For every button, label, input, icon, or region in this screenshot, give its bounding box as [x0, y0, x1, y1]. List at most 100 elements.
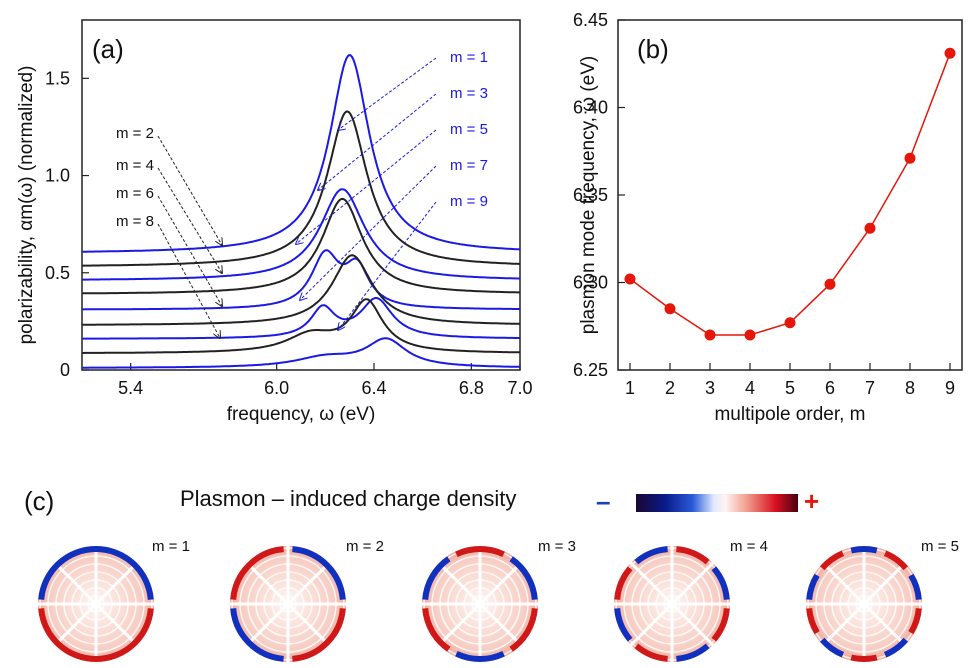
edge-lobe — [634, 643, 668, 662]
panel-label-c: (c) — [24, 486, 55, 516]
curve-m7 — [82, 297, 520, 340]
y-tick-label-b: 6.40 — [573, 98, 608, 118]
plot-frame-a — [81, 19, 521, 371]
edge-lobe — [711, 608, 730, 642]
x-tick-label-a: 6.0 — [264, 378, 289, 398]
data-point-m5 — [784, 317, 796, 329]
y-tick-label-b: 6.35 — [573, 185, 608, 205]
x-tick-label-a: 6.4 — [361, 378, 386, 398]
x-axis-label-b: multipole order, m — [714, 404, 865, 425]
colorbar-plus-label: + — [804, 486, 820, 516]
disk-spoke — [94, 602, 139, 647]
charge-density-title: Plasmon – induced charge density — [180, 486, 517, 511]
y-axis-label-a: polarizability, αm(ω) (normalized) — [16, 66, 37, 345]
x-tick-label-b: 1 — [625, 378, 635, 398]
legend-label-odd: m = 3 — [450, 85, 488, 102]
arrow-odd — [338, 201, 437, 330]
disk-spoke — [286, 602, 331, 647]
mode-label-5: m = 5 — [921, 538, 959, 555]
disk-spoke — [286, 561, 331, 606]
panel-b-chart: 1 2 3 4 5 6 7 8 9 6.25 6.30 6.35 6.40 6.45 multipole o… — [573, 10, 963, 425]
series-line-b — [629, 53, 951, 336]
charge-disk-m3 — [422, 546, 538, 662]
data-point-m2 — [664, 303, 676, 315]
curve-m3 — [82, 188, 520, 281]
data-point-m4 — [744, 329, 756, 341]
edge-lobe — [850, 654, 878, 662]
edge-lobe — [230, 546, 284, 600]
y-axis-label-b: plasmon mode frequency, ω (eV) — [578, 56, 599, 335]
arrow-even — [157, 195, 222, 306]
edge-lobe — [883, 637, 909, 658]
y-tick-label-b: 6.25 — [573, 360, 608, 380]
legend-label-odd: m = 5 — [450, 121, 488, 138]
curve-m5 — [82, 249, 520, 311]
disk-spoke — [437, 602, 482, 647]
disk-spoke — [94, 561, 139, 606]
disk-spoke — [670, 561, 715, 606]
edge-lobe — [509, 608, 538, 652]
arrow-odd — [296, 129, 437, 244]
disk-spoke — [862, 561, 907, 606]
y-tick-label-a: 0 — [60, 360, 70, 380]
arrow-odd — [338, 57, 437, 130]
x-tick-label-a: 6.8 — [459, 378, 484, 398]
disk-spoke — [670, 602, 715, 647]
colorbar — [636, 494, 798, 512]
disk-spoke — [629, 602, 674, 647]
edge-lobe — [455, 650, 505, 662]
edge-lobe — [819, 550, 845, 571]
edge-lobe — [819, 637, 845, 658]
data-point-m8 — [904, 152, 916, 164]
arrow-odd — [300, 165, 437, 300]
edge-lobe — [676, 546, 710, 565]
disk-spoke — [245, 602, 290, 647]
edge-lobe — [850, 546, 878, 554]
x-tick-label-a: 5.4 — [118, 378, 143, 398]
mode-label-2: m = 2 — [346, 538, 384, 555]
edge-lobe — [908, 608, 922, 635]
x-tick-label-b: 2 — [665, 378, 675, 398]
edge-lobe — [614, 608, 633, 642]
legend-label-even: m = 6 — [116, 185, 154, 202]
edge-lobe — [422, 608, 451, 652]
data-point-m7 — [864, 222, 876, 234]
panel-a-chart: 5.4 6.0 6.4 6.8 7.0 0 0.5 1.0 1.5 frequency, ω (e… — [16, 19, 533, 425]
y-tick-label-a: 1.0 — [45, 166, 70, 186]
edge-lobe — [711, 566, 730, 600]
data-point-m9 — [944, 47, 956, 59]
panel-label-a: (a) — [92, 34, 124, 64]
y-tick-label-a: 0.5 — [45, 263, 70, 283]
edge-lobe — [455, 546, 505, 558]
panel-label-b: (b) — [637, 34, 669, 64]
edge-lobe — [614, 566, 633, 600]
curve-m9 — [82, 337, 521, 369]
y-tick-label-a: 1.5 — [45, 68, 70, 88]
disk-spoke — [821, 561, 866, 606]
edge-lobe — [292, 608, 346, 662]
curve-m4 — [82, 197, 520, 295]
edge-lobe — [883, 550, 909, 571]
legend-label-odd: m = 1 — [450, 49, 488, 66]
legend-label-odd: m = 7 — [450, 157, 488, 174]
charge-disk-m1 — [38, 546, 154, 662]
edge-lobe — [292, 546, 346, 600]
data-point-m3 — [704, 329, 716, 341]
curve-m6 — [82, 254, 520, 326]
edge-lobe — [509, 556, 538, 600]
curve-m8 — [82, 298, 520, 354]
x-tick-label-b: 3 — [705, 378, 715, 398]
edge-lobe — [38, 546, 154, 600]
x-tick-label-b: 6 — [825, 378, 835, 398]
charge-disk-m4 — [614, 546, 730, 662]
disk-spoke — [862, 602, 907, 647]
panel-c-charge-maps — [38, 546, 922, 662]
arrow-even — [157, 223, 220, 338]
disk-spoke — [821, 602, 866, 647]
edge-lobe — [908, 573, 922, 600]
edge-lobe — [634, 546, 668, 565]
curve-m1 — [82, 54, 521, 253]
disk-spoke — [245, 561, 290, 606]
curve-m2 — [82, 110, 520, 267]
x-tick-label-b: 7 — [865, 378, 875, 398]
